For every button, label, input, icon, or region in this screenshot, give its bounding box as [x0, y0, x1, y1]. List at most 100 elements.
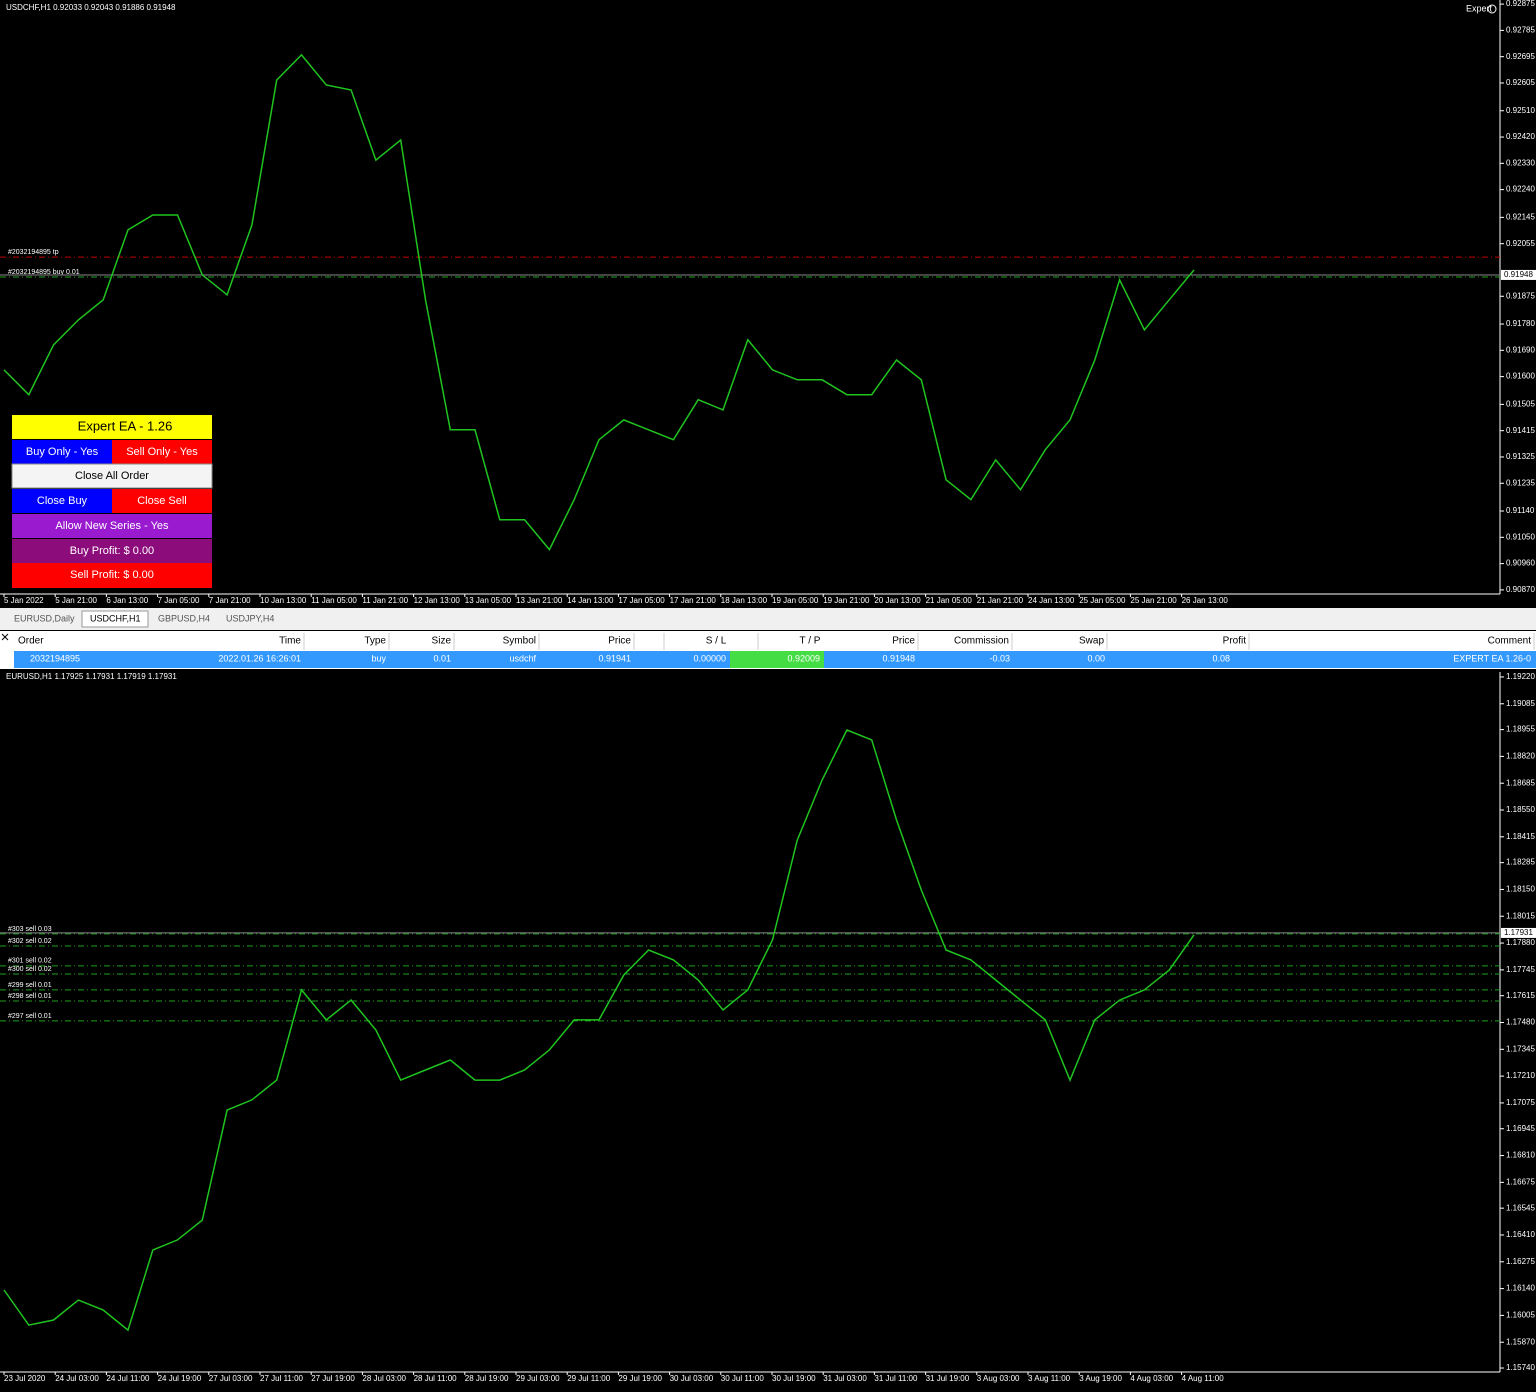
x-tick-label: 24 Jul 11:00: [106, 1374, 150, 1383]
tab[interactable]: EURUSD,Daily: [14, 613, 75, 623]
y-tick-label: 1.18415: [1506, 832, 1535, 841]
x-tick-label: 30 Jul 19:00: [772, 1374, 816, 1383]
y-tick-label: 0.92055: [1506, 239, 1535, 248]
button-label[interactable]: Close All Order: [75, 470, 149, 482]
panel-title: Expert EA - 1.26: [78, 418, 173, 433]
button-label[interactable]: Sell Only - Yes: [126, 446, 198, 458]
y-tick-label: 1.16810: [1506, 1151, 1535, 1160]
y-tick-label: 0.92330: [1506, 158, 1535, 167]
order-label: #297 sell 0.01: [8, 1013, 52, 1020]
profit-box: [12, 539, 212, 563]
price-box: [1501, 269, 1536, 280]
x-tick-label: 20 Jan 13:00: [874, 596, 921, 605]
x-tick-label: 24 Jan 13:00: [1028, 596, 1075, 605]
x-tick-label: 19 Jan 21:00: [823, 596, 870, 605]
profit-label: Sell Profit: $ 0.00: [70, 569, 154, 581]
order-label: #303 sell 0.03: [8, 926, 52, 933]
cell: 0.08: [1212, 653, 1230, 663]
column-header: T / P: [800, 636, 821, 647]
x-tick-label: 7 Jan 05:00: [158, 596, 200, 605]
y-tick-label: 1.18820: [1506, 752, 1535, 761]
button[interactable]: [11, 463, 213, 489]
button-label[interactable]: Allow New Series - Yes: [55, 520, 169, 532]
x-tick-label: 18 Jan 13:00: [721, 596, 768, 605]
cell: 2032194895: [30, 653, 80, 663]
column-header: Price: [608, 636, 631, 647]
y-tick-label: 1.18550: [1506, 805, 1535, 814]
x-tick-label: 31 Jul 19:00: [926, 1374, 970, 1383]
y-tick-label: 1.17880: [1506, 938, 1535, 947]
x-tick-label: 31 Jul 03:00: [823, 1374, 867, 1383]
button-label[interactable]: Buy Only - Yes: [26, 446, 99, 458]
tab-bar: [0, 608, 1536, 630]
x-tick-label: 3 Aug 19:00: [1079, 1374, 1122, 1383]
tab[interactable]: USDJPY,H4: [226, 613, 274, 623]
column-header: Type: [364, 636, 386, 647]
y-tick-label: 0.91415: [1506, 426, 1535, 435]
x-tick-label: 13 Jan 21:00: [516, 596, 563, 605]
column-header: Time: [279, 636, 301, 647]
y-tick-label: 1.18015: [1506, 911, 1535, 920]
price-box: [1501, 927, 1536, 938]
y-tick-label: 0.92145: [1506, 212, 1535, 221]
y-tick-label: 0.92420: [1506, 132, 1535, 141]
y-tick-label: 0.92240: [1506, 185, 1535, 194]
current-price: 1.17931: [1504, 928, 1533, 937]
y-tick-label: 0.91600: [1506, 372, 1535, 381]
ea-panel: Expert EA - 1.26 Buy Only - Yes Sell Onl…: [11, 415, 213, 588]
x-tick-label: 25 Jan 21:00: [1130, 596, 1177, 605]
y-tick-label: 0.91050: [1506, 532, 1535, 541]
y-tick-label: 0.91875: [1506, 291, 1535, 300]
order-label: #301 sell 0.02: [8, 958, 52, 965]
order-label: #2032194895 buy 0.01: [8, 269, 80, 276]
tp-cell: [730, 651, 824, 668]
cell: buy: [371, 653, 386, 663]
x-tick-label: 7 Jan 21:00: [209, 596, 251, 605]
button-label[interactable]: Close Sell: [137, 495, 187, 507]
x-tick-label: 3 Aug 11:00: [1028, 1374, 1071, 1383]
tab[interactable]: USDCHF,H1: [90, 613, 141, 623]
button-label[interactable]: Close Buy: [37, 495, 88, 507]
x-tick-label: 30 Jul 11:00: [721, 1374, 765, 1383]
close-icon[interactable]: [1, 633, 9, 641]
button[interactable]: [112, 489, 212, 513]
y-tick-label: 1.16140: [1506, 1284, 1535, 1293]
y-tick-label: 0.90870: [1506, 585, 1535, 594]
y-tick-label: 1.18150: [1506, 885, 1535, 894]
x-tick-label: 26 Jan 13:00: [1182, 596, 1229, 605]
button[interactable]: [12, 489, 112, 513]
order-label: #298 sell 0.01: [8, 993, 52, 1000]
button[interactable]: [12, 514, 212, 538]
x-tick-label: 31 Jul 11:00: [874, 1374, 918, 1383]
button[interactable]: [12, 440, 112, 464]
tab[interactable]: GBPUSD,H4: [158, 613, 210, 623]
profit-box: [12, 563, 212, 588]
column-header: Comment: [1488, 636, 1532, 647]
y-tick-label: 1.17615: [1506, 991, 1535, 1000]
x-tick-label: 30 Jul 03:00: [670, 1374, 714, 1383]
order-label: #300 sell 0.02: [8, 966, 52, 973]
x-tick-label: 14 Jan 13:00: [567, 596, 614, 605]
x-tick-label: 21 Jan 05:00: [926, 596, 973, 605]
expert-label: Expert: [1466, 3, 1493, 13]
expert-icon: [1487, 4, 1497, 14]
tab-active[interactable]: [81, 610, 149, 628]
y-tick-label: 1.18685: [1506, 778, 1535, 787]
button[interactable]: [112, 440, 212, 464]
x-tick-label: 4 Aug 11:00: [1182, 1374, 1225, 1383]
y-tick-label: 1.15870: [1506, 1337, 1535, 1346]
cell: 0.92009: [787, 653, 820, 663]
x-tick-label: 25 Jan 05:00: [1079, 596, 1126, 605]
x-tick-label: 23 Jul 2020: [4, 1374, 46, 1383]
cell: 0.91941: [598, 653, 631, 663]
column-header: Symbol: [503, 636, 536, 647]
y-tick-label: 1.18955: [1506, 725, 1535, 734]
cell: 0.01: [433, 653, 451, 663]
price-line: [3, 729, 1195, 1332]
x-tick-label: 11 Jan 05:00: [311, 596, 357, 605]
y-tick-label: 0.91140: [1506, 506, 1535, 515]
column-header: Order: [18, 636, 44, 647]
panel-header: [12, 415, 212, 439]
